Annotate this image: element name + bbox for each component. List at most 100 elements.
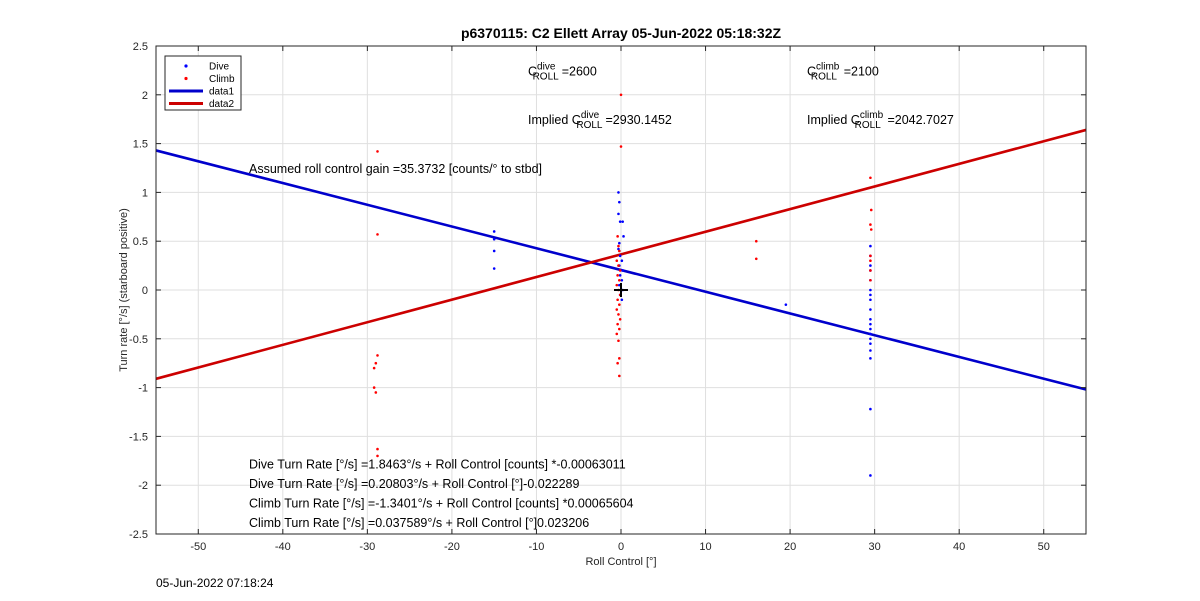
y-tick-label: 0.5 <box>133 236 148 248</box>
annotation-implied-climb-sub: ROLL <box>855 120 882 131</box>
annotation-c-climb-suffix: =2100 <box>844 64 879 78</box>
dive-point <box>617 247 620 251</box>
axis-ticks: -50 -40 -30 -20 -10 0 10 20 30 40 50-2.5-2-1.5-1-0… <box>129 41 1086 553</box>
annotation-dive-eq-deg: Dive Turn Rate [°/s] =0.20803°/s + Roll … <box>249 477 579 491</box>
climb-point <box>376 447 379 451</box>
annotation-c-climb-sub: ROLL <box>811 71 838 82</box>
climb-point <box>618 269 622 272</box>
x-tick-label: -40 <box>275 541 291 553</box>
climb-point <box>869 223 872 226</box>
dive-point <box>869 337 872 341</box>
y-tick-label: -0.5 <box>129 334 148 346</box>
dive-point <box>492 230 496 233</box>
dive-point <box>869 308 872 311</box>
dive-point <box>618 274 622 277</box>
annotation-c-dive-suffix: =2600 <box>562 64 597 78</box>
x-tick-label: -30 <box>359 541 375 553</box>
y-tick-label: 1 <box>142 187 148 199</box>
climb-point <box>869 269 872 272</box>
legend-swatch-climb <box>184 76 188 81</box>
climb-point <box>615 259 619 263</box>
annotation-implied-dive: Implied Cdive ROLL =2930.1452 <box>528 110 672 131</box>
y-tick-label: -2.5 <box>129 529 148 541</box>
annotation-implied-climb-prefix: Implied <box>807 113 851 127</box>
dive-point <box>869 293 872 297</box>
climb-point <box>376 233 379 236</box>
dive-point <box>869 317 872 321</box>
climb-point <box>376 150 379 153</box>
climb-point <box>376 454 379 458</box>
climb-point <box>754 257 758 261</box>
climb-point <box>869 278 872 282</box>
dive-point <box>492 237 496 241</box>
legend-swatch-dive <box>184 64 188 68</box>
climb-point <box>869 259 872 263</box>
climb-point <box>617 264 620 267</box>
y-tick-label: 0 <box>142 285 148 297</box>
climb-point <box>615 308 619 311</box>
annotation-implied-dive-prefix: Implied <box>528 113 572 127</box>
dive-point <box>784 303 788 306</box>
climb-point <box>618 249 621 253</box>
climb-point <box>615 332 619 336</box>
climb-point <box>869 208 873 212</box>
dive-point <box>621 220 624 223</box>
dive-point <box>618 220 622 223</box>
climb-point <box>617 313 620 316</box>
dive-point <box>869 349 872 352</box>
climb-point <box>619 145 623 148</box>
dive-point <box>869 244 872 248</box>
annotation-c-climb-base: C <box>807 64 816 78</box>
annotation-c-climb: Cclimb ROLL =2100 <box>807 61 879 82</box>
y-tick-label: -1 <box>138 383 148 395</box>
dive-point <box>622 235 625 238</box>
dive-point <box>618 241 621 245</box>
dive-point <box>617 191 620 194</box>
climb-point <box>618 357 621 360</box>
dive-point <box>869 288 872 292</box>
climb-point <box>616 298 619 302</box>
climb-point <box>869 176 872 180</box>
climb-point <box>618 317 622 321</box>
climb-point <box>615 283 619 287</box>
dive-point <box>869 342 872 345</box>
climb-point <box>618 327 621 331</box>
annotation-climb-eq-counts: Climb Turn Rate [°/s] =-1.3401°/s + Roll… <box>249 497 634 511</box>
legend-box <box>164 55 242 111</box>
climb-point <box>616 322 619 326</box>
chart-title: p6370115: C2 Ellett Array 05-Jun-2022 05… <box>461 25 782 41</box>
annotation-dive-eq-counts: Dive Turn Rate [°/s] =1.8463°/s + Roll C… <box>249 458 626 472</box>
dive-point <box>621 269 624 272</box>
climb-point <box>374 361 378 365</box>
x-tick-label: 20 <box>784 541 796 553</box>
x-tick-label: 0 <box>618 541 624 553</box>
legend-label-data1: data1 <box>209 87 234 98</box>
climb-point <box>617 339 620 343</box>
climb-point <box>618 303 621 306</box>
x-tick-label: -20 <box>444 541 460 553</box>
x-tick-label: 10 <box>699 541 711 553</box>
dive-point <box>869 322 872 326</box>
fit-line-data2 <box>155 128 1087 381</box>
annotation-implied-climb-sup: climb <box>860 110 884 121</box>
climb-point <box>376 354 379 357</box>
climb-point <box>616 235 619 238</box>
annotation-implied-climb: Implied Cclimb ROLL =2042.7027 <box>807 110 954 131</box>
climb-point <box>616 361 619 365</box>
climb-point <box>869 254 872 258</box>
dive-point <box>492 249 496 253</box>
dive-point <box>620 298 624 302</box>
x-tick-label: 40 <box>953 541 965 553</box>
annotation-implied-dive-sub: ROLL <box>576 120 603 131</box>
data-points <box>372 93 873 477</box>
y-tick-label: 2.5 <box>133 41 148 53</box>
annotation-climb-eq-deg: Climb Turn Rate [°/s] =0.037589°/s + Rol… <box>249 516 589 530</box>
annotation-roll-gain: Assumed roll control gain =35.3732 [coun… <box>249 162 542 176</box>
x-tick-label: 50 <box>1038 541 1050 553</box>
dive-point <box>869 298 872 302</box>
y-tick-label: -2 <box>138 480 148 492</box>
annotation-c-dive-base: C <box>528 64 537 78</box>
